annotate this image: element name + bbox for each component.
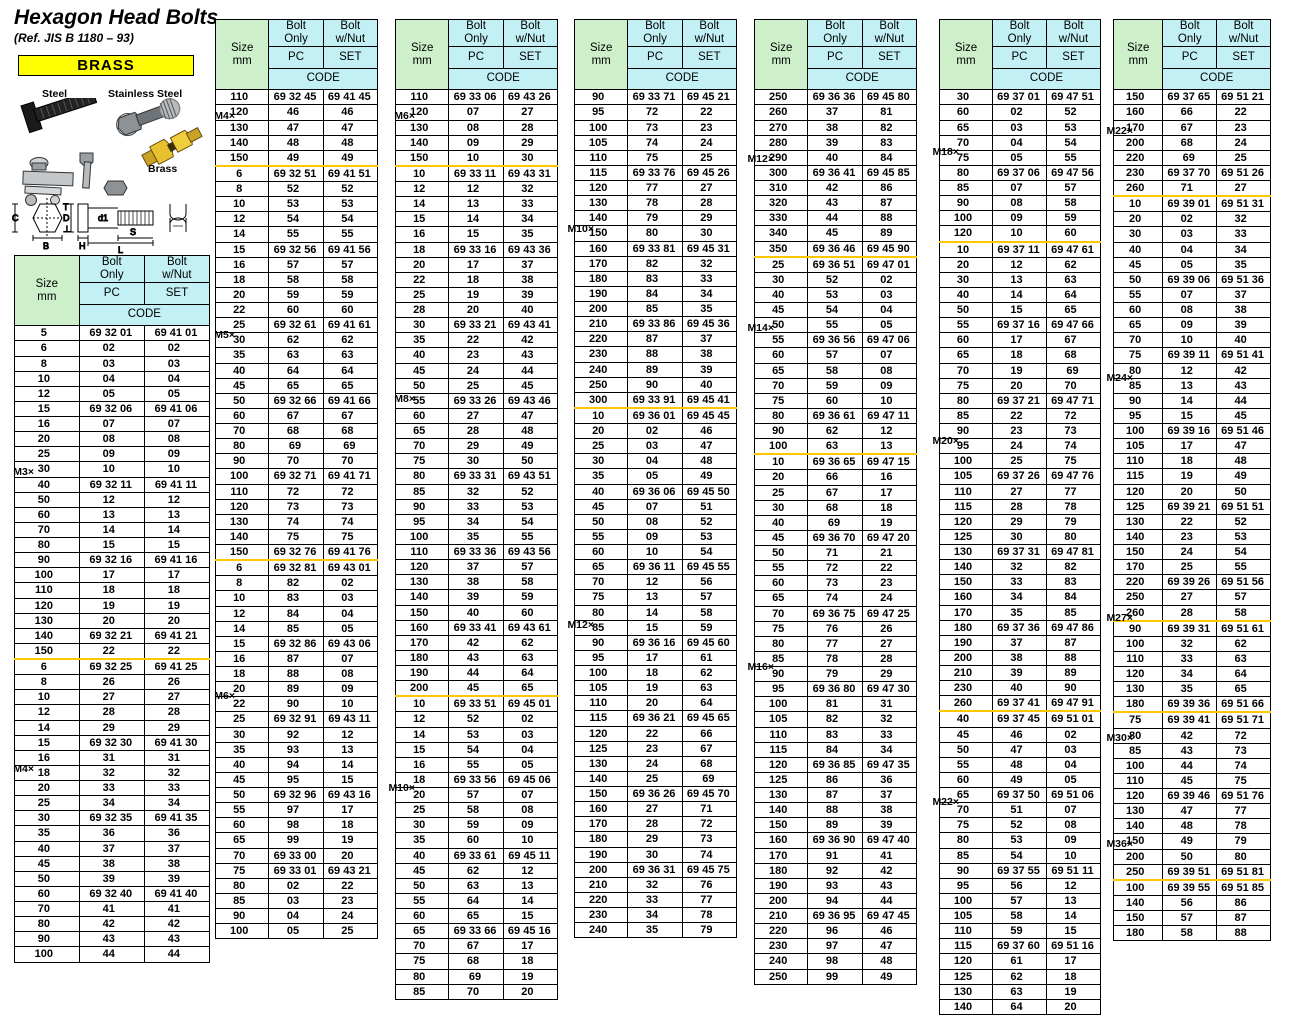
svg-text:H: H: [79, 241, 86, 251]
svg-text:⊥: ⊥: [63, 224, 71, 234]
svg-text:B: B: [43, 241, 49, 251]
svg-text:T: T: [63, 202, 69, 212]
svg-text:d1: d1: [98, 213, 108, 223]
svg-text:C: C: [12, 213, 19, 223]
svg-text:L: L: [118, 245, 123, 254]
svg-text:D: D: [63, 213, 70, 223]
svg-text:S: S: [130, 227, 136, 237]
